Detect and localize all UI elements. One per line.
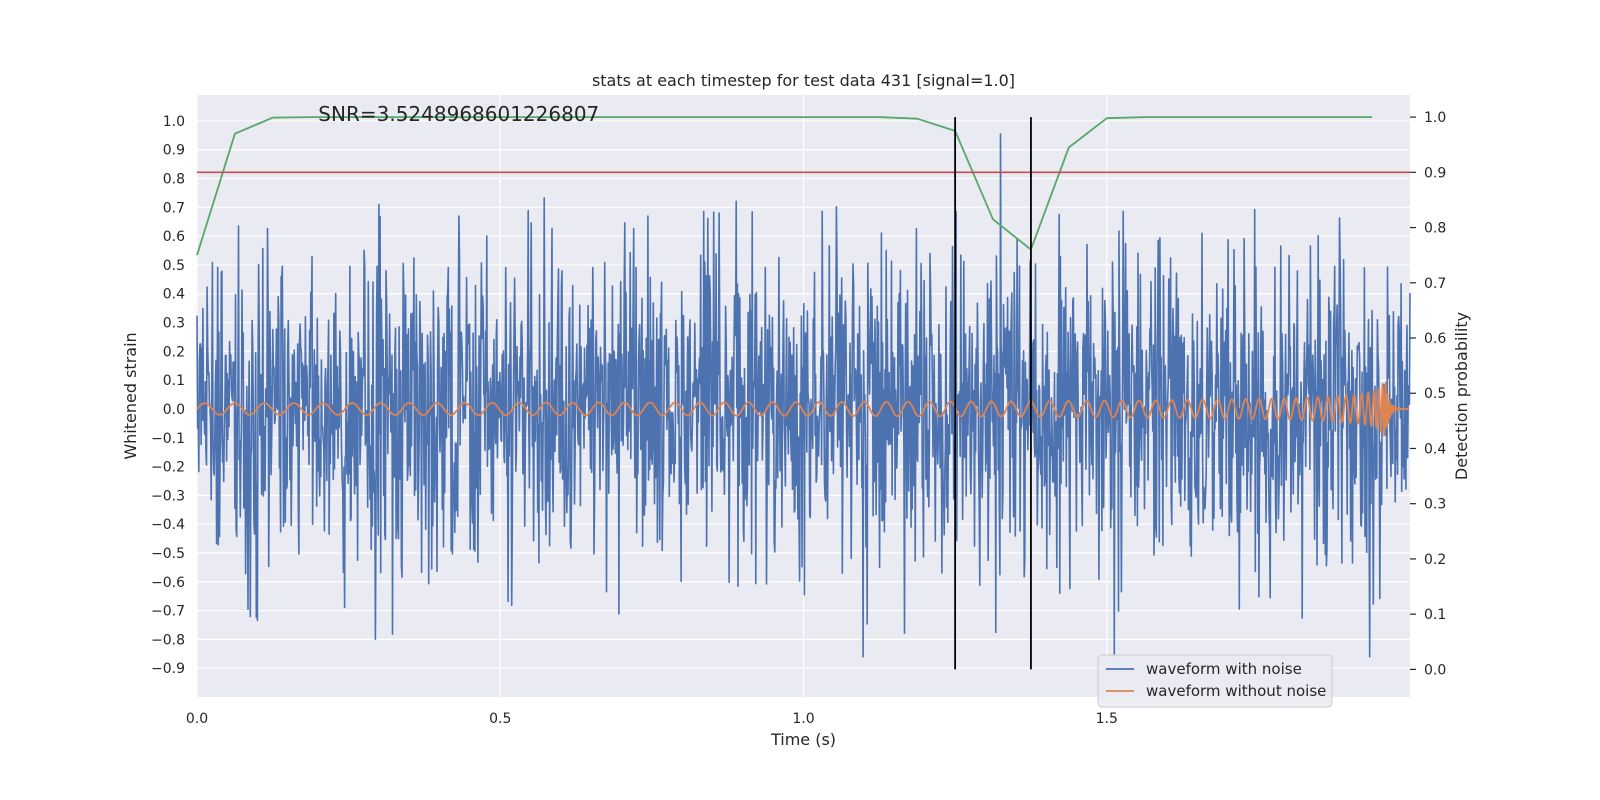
y-right-tick-label: 0.1 (1424, 607, 1446, 623)
y-left-tick-label: −0.4 (151, 517, 185, 533)
y-right-tick-label: 0.3 (1424, 497, 1446, 513)
y-left-tick-label: −0.1 (151, 431, 185, 447)
x-tick-label: 0.5 (489, 711, 511, 727)
legend: waveform with noise waveform without noi… (1097, 654, 1333, 708)
y-left-tick-label: −0.2 (151, 460, 185, 476)
y-right-tick-label: 0.0 (1424, 662, 1446, 678)
y-left-tick-label: 0.9 (163, 143, 185, 159)
y-right-tick-label: 0.6 (1424, 331, 1446, 347)
series-layer (196, 116, 1411, 670)
y-right-tick-label: 0.4 (1424, 441, 1446, 457)
series-waveform-without-noise (196, 381, 1410, 437)
y-left-tick-label: 0.4 (163, 287, 185, 303)
y-left-tick-label: −0.7 (151, 604, 185, 620)
legend-label-noise: waveform with noise (1146, 660, 1302, 678)
y-left-tick-label: −0.8 (151, 632, 185, 648)
y-right-tick-label: 0.2 (1424, 552, 1446, 568)
x-tick-label: 1.0 (792, 711, 814, 727)
y-right-ticks: 1.0 0.9 0.8 0.7 0.6 0.5 0.4 0.3 0.2 0.1 0.0 (1410, 110, 1446, 678)
y-left-tick-label: −0.3 (151, 488, 185, 504)
y-left-tick-label: 0.2 (163, 344, 185, 360)
y-left-tick-label: 0.8 (163, 172, 185, 188)
chart-title: stats at each timestep for test data 431… (592, 71, 1015, 90)
y-left-tick-label: 0.1 (163, 373, 185, 389)
y-left-tick-label: 0.6 (163, 229, 185, 245)
legend-label-clean: waveform without noise (1146, 682, 1326, 700)
y-axis-label-right: Detection probability (1452, 312, 1471, 480)
y-right-tick-label: 0.8 (1424, 221, 1446, 237)
y-left-tick-label: −0.9 (151, 661, 185, 677)
y-left-tick-label: 0.0 (163, 402, 185, 418)
y-axis-label-left: Whitened strain (121, 332, 140, 459)
y-left-tick-label: 0.3 (163, 316, 185, 332)
y-left-tick-label: −0.6 (151, 575, 185, 591)
series-detection-probability (196, 116, 1373, 256)
y-right-tick-label: 0.7 (1424, 276, 1446, 292)
y-left-ticks: 1.0 0.9 0.8 0.7 0.6 0.5 0.4 0.3 0.2 0.1 0.0 −0.1 −0.… (151, 114, 185, 677)
x-axis-label: Time (s) (770, 730, 836, 749)
y-left-tick-label: 0.7 (163, 200, 185, 216)
x-tick-label: 1.5 (1096, 711, 1118, 727)
y-left-tick-label: −0.5 (151, 546, 185, 562)
x-tick-label: 0.0 (186, 711, 208, 727)
snr-annotation: SNR=3.5248968601226807 (318, 102, 599, 126)
y-right-tick-label: 0.5 (1424, 386, 1446, 402)
y-right-tick-label: 0.9 (1424, 165, 1446, 181)
y-left-tick-label: 0.5 (163, 258, 185, 274)
series-waveform-with-noise (196, 133, 1411, 658)
y-left-tick-label: 1.0 (163, 114, 185, 130)
legend-box (1097, 654, 1333, 708)
y-right-tick-label: 1.0 (1424, 110, 1446, 126)
x-ticks: 0.0 0.5 1.0 1.5 (186, 711, 1118, 727)
